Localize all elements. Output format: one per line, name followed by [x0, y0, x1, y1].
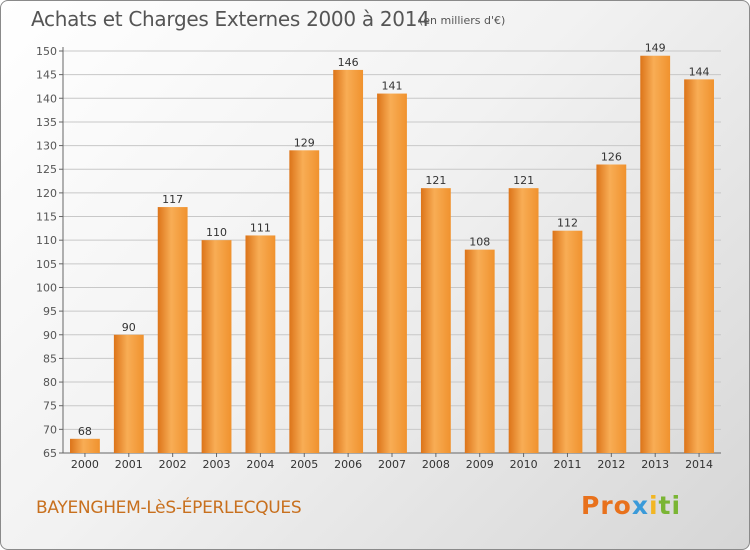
y-tick-label: 115 [36, 211, 57, 224]
y-tick-label: 140 [36, 92, 57, 105]
bar-2010 [508, 188, 539, 453]
x-tick-label: 2013 [641, 458, 669, 471]
x-tick-label: 2000 [71, 458, 99, 471]
commune-name: BAYENGHEM-LèS-ÉPERLECQUES [36, 498, 302, 518]
x-tick-label: 2014 [685, 458, 713, 471]
bar-2012 [596, 164, 627, 453]
x-tick-label: 2009 [466, 458, 494, 471]
x-tick-label: 2007 [378, 458, 406, 471]
bar-2007 [377, 93, 407, 454]
x-tick-label: 2012 [597, 458, 625, 471]
y-tick-label: 100 [36, 281, 57, 294]
y-tick-label: 125 [36, 163, 57, 176]
data-label: 121 [425, 174, 446, 187]
data-label: 108 [469, 236, 490, 249]
data-label: 149 [645, 42, 666, 55]
proxiti-logo: Proxiti [581, 491, 682, 520]
x-tick-label: 2004 [246, 458, 274, 471]
data-label: 117 [162, 193, 183, 206]
x-tick-label: 2006 [334, 458, 362, 471]
data-label: 146 [338, 56, 359, 69]
y-tick-label: 95 [43, 305, 57, 318]
bar-2006 [333, 69, 364, 453]
data-label: 141 [382, 80, 403, 93]
bar-2004 [245, 235, 276, 453]
chart-title: Achats et Charges Externes 2000 à 2014 [31, 7, 430, 31]
data-label: 126 [601, 151, 622, 164]
data-label: 90 [122, 321, 136, 334]
y-tick-label: 70 [43, 423, 57, 436]
bar-2005 [289, 150, 320, 454]
x-tick-label: 2001 [115, 458, 143, 471]
data-label: 111 [250, 221, 271, 234]
y-tick-label: 150 [36, 45, 57, 58]
bar-2008 [420, 188, 451, 453]
data-label: 110 [206, 226, 227, 239]
data-label: 129 [294, 136, 315, 149]
bar-2011 [552, 230, 583, 453]
chart-subtitle: (en milliers d'€) [419, 14, 506, 27]
bar-2003 [201, 240, 232, 453]
data-label: 68 [78, 425, 92, 438]
y-tick-label: 135 [36, 116, 57, 129]
x-tick-label: 2008 [422, 458, 450, 471]
bar-2013 [640, 55, 671, 454]
bar-2014 [684, 79, 714, 454]
data-label: 112 [557, 217, 578, 230]
x-tick-label: 2011 [553, 458, 581, 471]
y-tick-label: 65 [43, 447, 57, 460]
data-label: 121 [513, 174, 534, 187]
y-tick-label: 75 [43, 400, 57, 413]
y-tick-label: 105 [36, 258, 57, 271]
y-tick-label: 145 [36, 69, 57, 82]
y-tick-label: 130 [36, 140, 57, 153]
bar-2000 [70, 438, 100, 453]
x-tick-label: 2003 [203, 458, 231, 471]
bar-2002 [157, 207, 188, 453]
y-tick-label: 90 [43, 329, 57, 342]
y-tick-label: 120 [36, 187, 57, 200]
x-tick-label: 2002 [159, 458, 187, 471]
bar-2009 [464, 249, 495, 453]
bar-2001 [113, 334, 144, 453]
data-label: 144 [689, 65, 710, 78]
y-tick-label: 110 [36, 234, 57, 247]
x-tick-label: 2005 [290, 458, 318, 471]
y-tick-label: 80 [43, 376, 57, 389]
x-tick-label: 2010 [510, 458, 538, 471]
y-tick-label: 85 [43, 352, 57, 365]
